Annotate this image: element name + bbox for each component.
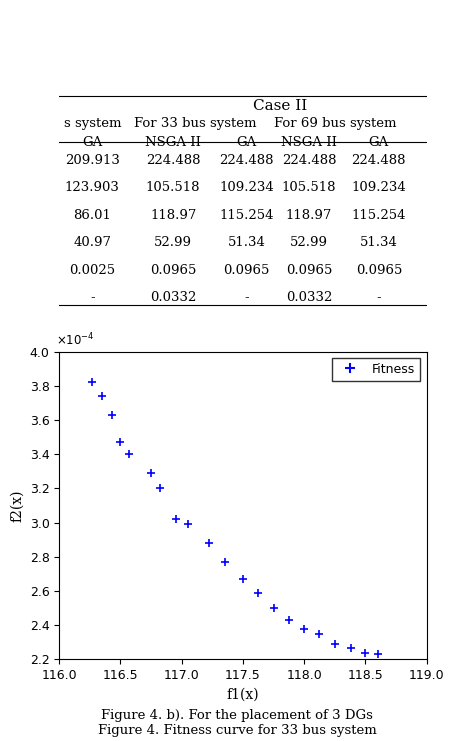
Fitness [301, 622, 308, 634]
Text: $\times10^{-4}$: $\times10^{-4}$ [55, 332, 94, 348]
Text: 40.97: 40.97 [73, 236, 111, 250]
Text: GA: GA [369, 136, 389, 149]
Text: 209.913: 209.913 [65, 154, 120, 167]
Text: 224.488: 224.488 [219, 154, 274, 167]
Fitness [374, 648, 382, 660]
Fitness [239, 573, 246, 585]
Fitness [117, 436, 124, 448]
Text: 118.97: 118.97 [150, 209, 196, 222]
Text: 52.99: 52.99 [154, 236, 192, 250]
Text: 51.34: 51.34 [360, 236, 398, 250]
Text: 0.0332: 0.0332 [150, 291, 196, 305]
Fitness [331, 638, 338, 650]
Text: Figure 4. b). For the placement of 3 DGs: Figure 4. b). For the placement of 3 DGs [101, 709, 373, 722]
Text: 0.0965: 0.0965 [150, 264, 196, 277]
Text: 86.01: 86.01 [73, 209, 111, 222]
Fitness [172, 514, 179, 525]
Fitness [184, 519, 191, 531]
Fitness [156, 482, 164, 494]
Text: 224.488: 224.488 [352, 154, 406, 167]
Fitness [108, 409, 116, 421]
Text: 224.488: 224.488 [282, 154, 336, 167]
Text: 105.518: 105.518 [146, 182, 201, 194]
Text: 51.34: 51.34 [228, 236, 265, 250]
Fitness [98, 390, 106, 402]
Text: -: - [376, 291, 381, 305]
Fitness [89, 376, 96, 388]
Y-axis label: f2(x): f2(x) [10, 489, 24, 522]
Text: GA: GA [82, 136, 102, 149]
X-axis label: f1(x): f1(x) [227, 688, 259, 702]
Text: Case II: Case II [253, 99, 307, 113]
Text: For 33 bus system: For 33 bus system [134, 117, 256, 130]
Text: 123.903: 123.903 [65, 182, 120, 194]
Text: 0.0965: 0.0965 [286, 264, 332, 277]
Text: 0.0965: 0.0965 [223, 264, 270, 277]
Text: 0.0025: 0.0025 [69, 264, 115, 277]
Text: Figure 4. Fitness curve for 33 bus system: Figure 4. Fitness curve for 33 bus syste… [98, 724, 376, 737]
Text: 52.99: 52.99 [290, 236, 328, 250]
Text: NSGA II: NSGA II [145, 136, 201, 149]
Fitness [254, 587, 262, 599]
Text: 115.254: 115.254 [219, 209, 274, 222]
Fitness [286, 614, 293, 626]
Text: -: - [90, 291, 95, 305]
Text: 118.97: 118.97 [286, 209, 332, 222]
Text: -: - [244, 291, 249, 305]
Text: 105.518: 105.518 [282, 182, 336, 194]
Fitness [270, 602, 277, 614]
Text: 0.0965: 0.0965 [356, 264, 402, 277]
Fitness [125, 448, 133, 460]
Fitness [315, 628, 323, 639]
Text: For 69 bus system: For 69 bus system [273, 117, 396, 130]
Text: 109.234: 109.234 [219, 182, 274, 194]
Fitness [362, 647, 369, 659]
Text: 0.0332: 0.0332 [286, 291, 332, 305]
Text: GA: GA [237, 136, 257, 149]
Fitness [147, 467, 155, 479]
Text: 109.234: 109.234 [351, 182, 406, 194]
Fitness [205, 537, 212, 549]
Legend: Fitness: Fitness [332, 358, 420, 381]
Text: 115.254: 115.254 [352, 209, 406, 222]
Text: 224.488: 224.488 [146, 154, 201, 167]
Fitness [221, 556, 228, 568]
Fitness [347, 642, 355, 654]
Text: NSGA II: NSGA II [281, 136, 337, 149]
Text: s system: s system [64, 117, 121, 130]
